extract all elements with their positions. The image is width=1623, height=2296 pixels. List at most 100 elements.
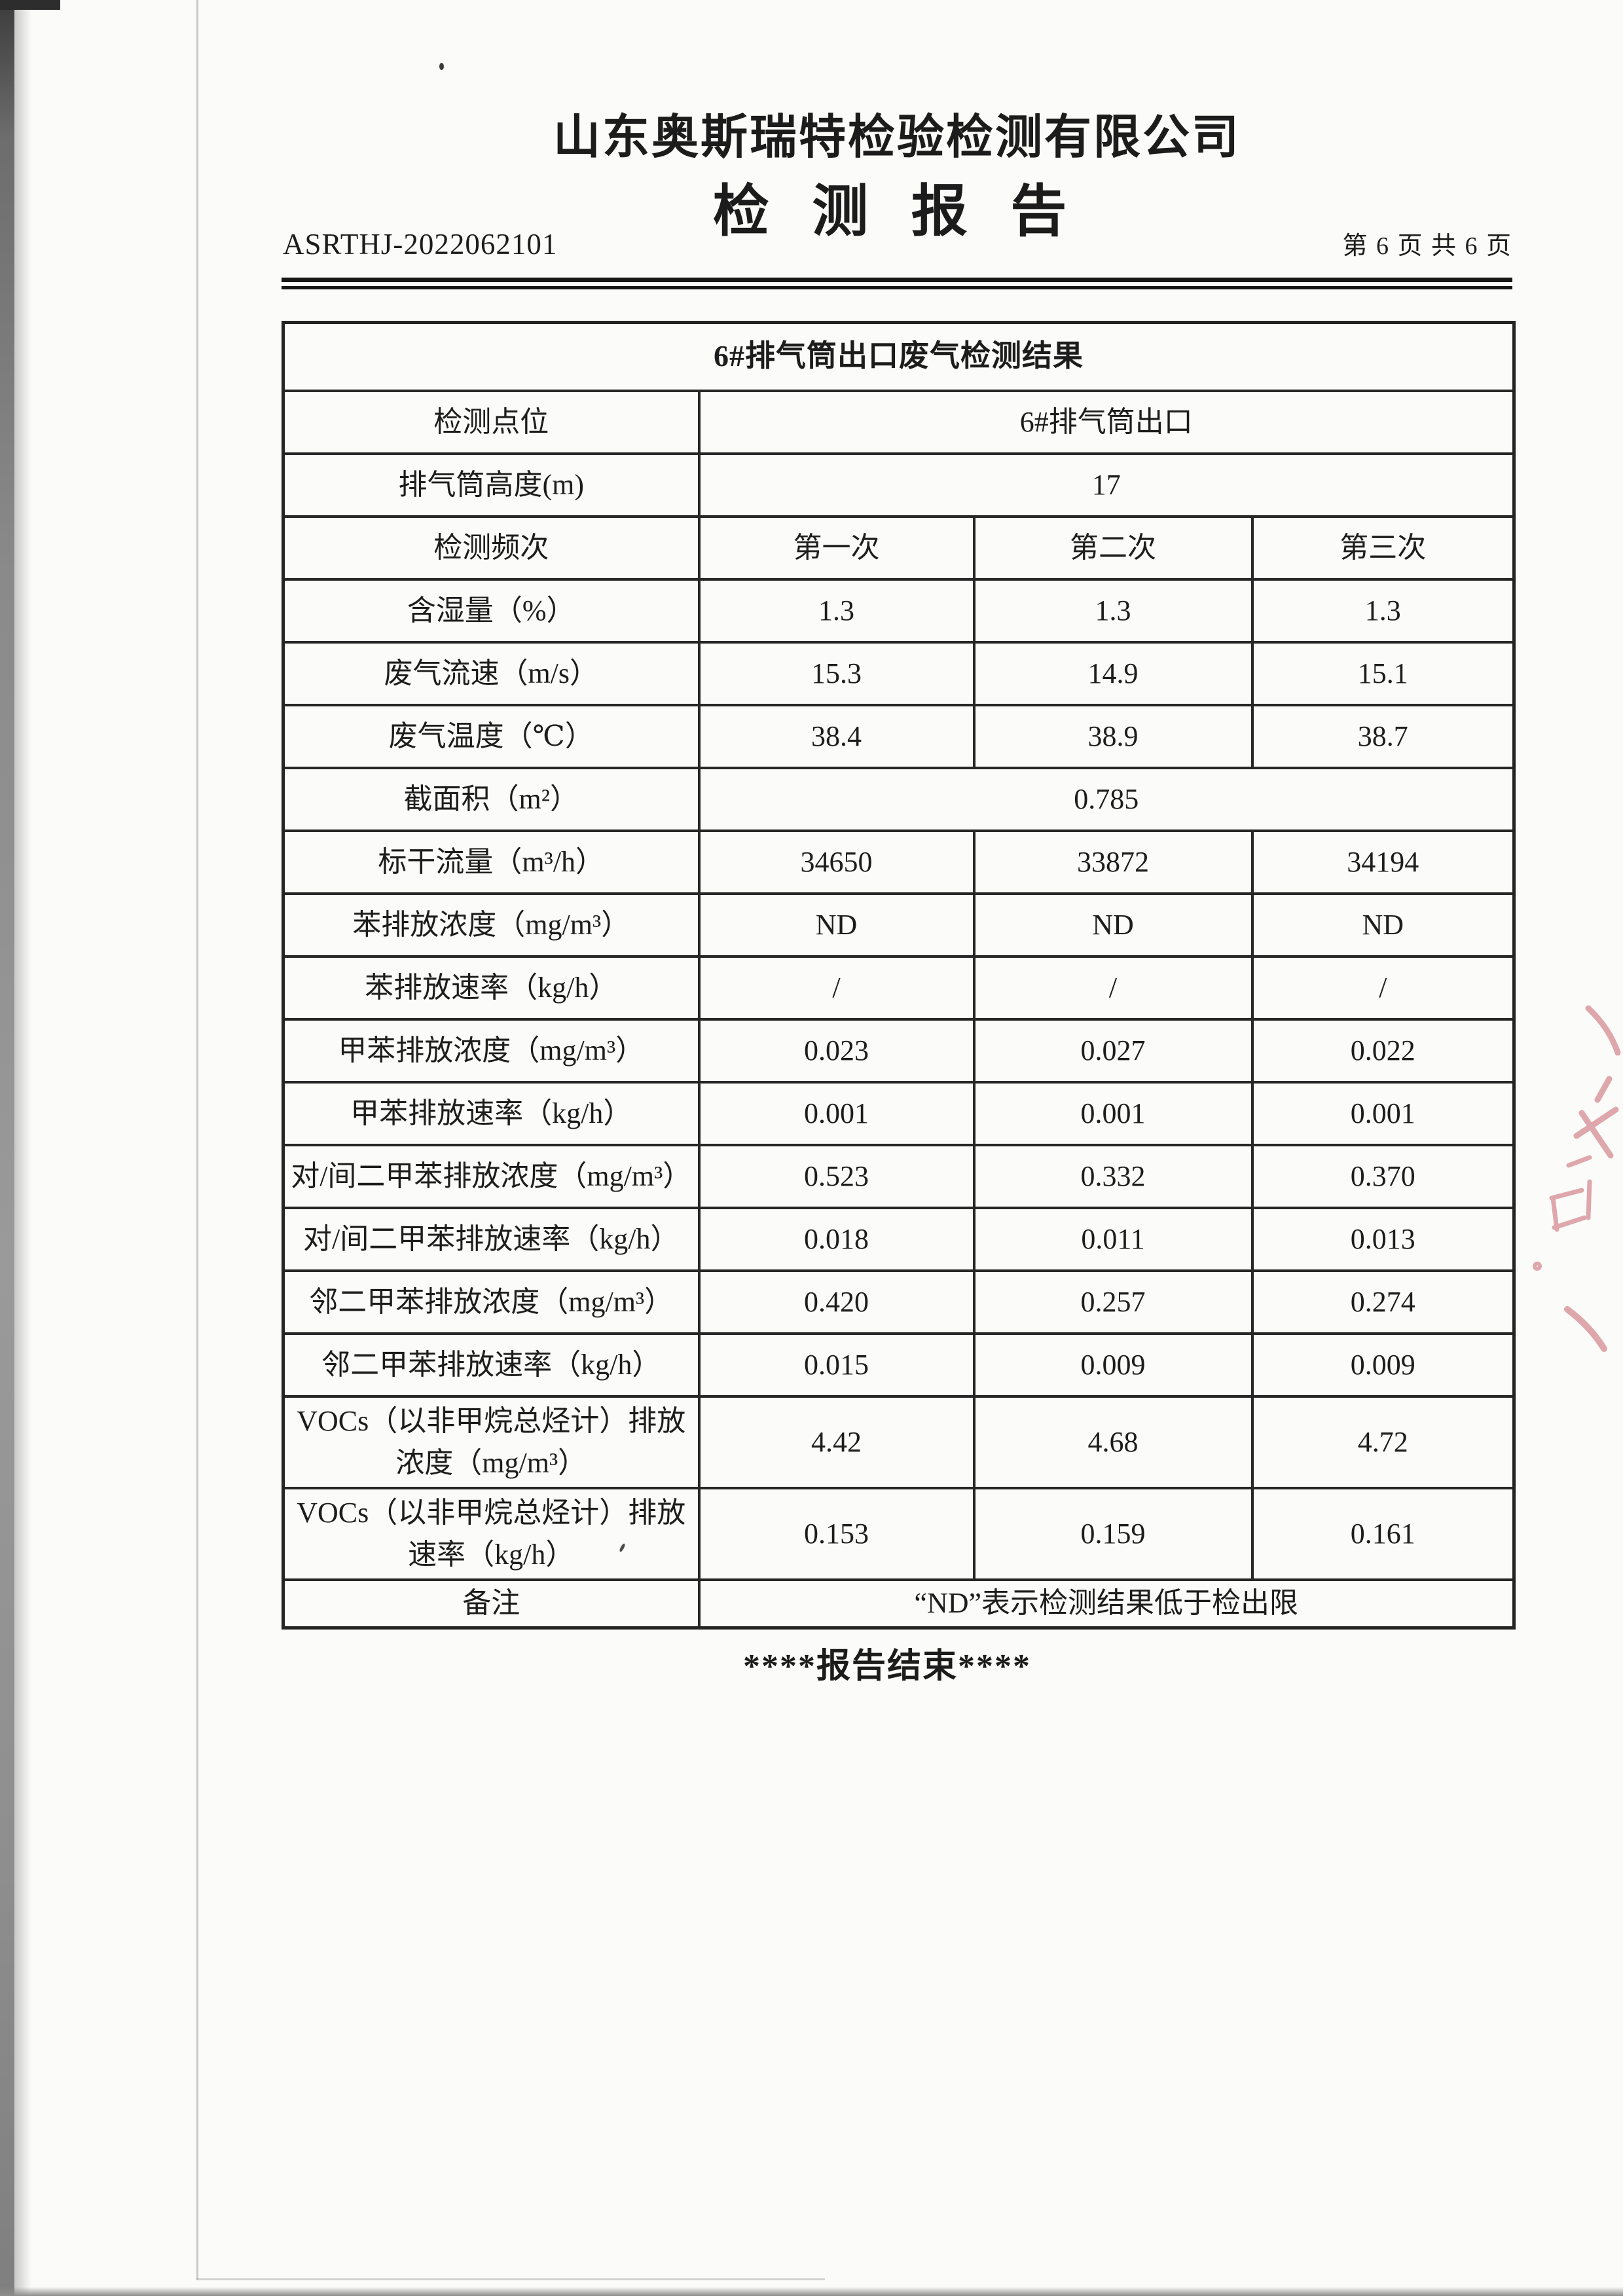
cell-value: ND (1250, 892, 1516, 958)
row-label: 检测频次 (282, 515, 701, 581)
cell-value: 0.001 (1250, 1080, 1516, 1146)
cell-value: 4.72 (1250, 1394, 1516, 1489)
cell-value: 0.153 (697, 1486, 976, 1581)
table-row-gas-temperature: 废气温度（℃） 38.4 38.9 38.7 (282, 703, 1516, 769)
table-row-stack-height: 排气筒高度(m) 17 (282, 452, 1516, 518)
table-row-frequency: 检测频次 第一次 第二次 第三次 (282, 515, 1516, 581)
cell-value: 0.018 (697, 1206, 976, 1272)
cell-value: 15.3 (697, 640, 976, 706)
cell-value: 0.420 (697, 1269, 976, 1335)
row-label: 对/间二甲苯排放浓度（mg/m³） (282, 1143, 701, 1209)
company-name: 山东奥斯瑞特检验检测有限公司 (553, 111, 1241, 164)
cell-value: 0.332 (972, 1143, 1254, 1209)
cell-value: 15.1 (1250, 640, 1516, 706)
cell-value: ND (697, 892, 976, 958)
cell-value: 17 (697, 452, 1516, 518)
report-title: 检 测 报 告 (712, 180, 1082, 243)
cell-value: 38.4 (697, 703, 976, 769)
cell-value: 0.013 (1250, 1206, 1516, 1272)
cell-value: 0.022 (1250, 1017, 1516, 1084)
table-row-o-xylene-conc: 邻二甲苯排放浓度（mg/m³） 0.420 0.257 0.274 (282, 1269, 1516, 1335)
cell-value: 38.7 (1250, 703, 1516, 769)
cell-value: 1.3 (972, 577, 1254, 644)
page-fold-bottom-line (196, 2278, 825, 2280)
table-row-cross-section: 截面积（m²） 0.785 (282, 766, 1516, 832)
scan-speck (439, 63, 444, 70)
table-row-vocs-conc: VOCs（以非甲烷总烃计）排放浓度（mg/m³） 4.42 4.68 4.72 (282, 1394, 1516, 1489)
cell-value: “ND”表示检测结果低于检出限 (697, 1578, 1516, 1630)
row-label: 邻二甲苯排放浓度（mg/m³） (282, 1269, 701, 1335)
cell-value: 0.009 (1250, 1332, 1516, 1398)
table-row-dry-flow: 标干流量（m³/h） 34650 33872 34194 (282, 829, 1516, 895)
cell-value: 0.027 (972, 1017, 1254, 1084)
row-label: 检测点位 (282, 389, 701, 455)
row-label: 含湿量（%） (282, 577, 701, 644)
row-label: 标干流量（m³/h） (282, 829, 701, 895)
cell-value: 0.161 (1250, 1486, 1516, 1581)
table-title-row: 6#排气筒出口废气检测结果 (282, 321, 1516, 392)
cell-value: 0.001 (697, 1080, 976, 1146)
table-row-o-xylene-rate: 邻二甲苯排放速率（kg/h） 0.015 0.009 0.009 (282, 1332, 1516, 1398)
cell-value: 14.9 (972, 640, 1254, 706)
row-label: 备注 (282, 1578, 701, 1630)
cell-value: 0.274 (1250, 1269, 1516, 1335)
cell-value: / (1250, 955, 1516, 1021)
cell-value: ND (972, 892, 1254, 958)
report-number: ASRTHJ-2022062101 (283, 228, 558, 261)
row-label: 苯排放速率（kg/h） (282, 955, 701, 1021)
cell-value: 0.011 (972, 1206, 1254, 1272)
table-row-pm-xylene-conc: 对/间二甲苯排放浓度（mg/m³） 0.523 0.332 0.370 (282, 1143, 1516, 1209)
cell-value: 0.159 (972, 1486, 1254, 1581)
cell-value: 34650 (697, 829, 976, 895)
cell-value: / (972, 955, 1254, 1021)
cell-value: 0.370 (1250, 1143, 1516, 1209)
row-label: VOCs（以非甲烷总烃计）排放速率（kg/h） (282, 1486, 701, 1581)
table-row-vocs-rate: VOCs（以非甲烷总烃计）排放速率（kg/h） 0.153 0.159 0.16… (282, 1486, 1516, 1581)
results-table: 6#排气筒出口废气检测结果 检测点位 6#排气筒出口 排气筒高度(m) 17 检… (282, 321, 1516, 1630)
table-row-pm-xylene-rate: 对/间二甲苯排放速率（kg/h） 0.018 0.011 0.013 (282, 1206, 1516, 1272)
cell-value: 第二次 (972, 515, 1254, 581)
cell-value: 0.009 (972, 1332, 1254, 1398)
cell-value: 0.001 (972, 1080, 1254, 1146)
cell-value: 4.68 (972, 1394, 1254, 1489)
cell-value: 33872 (972, 829, 1254, 895)
row-label: 废气流速（m/s） (282, 640, 701, 706)
row-label: 甲苯排放浓度（mg/m³） (282, 1017, 701, 1084)
header-meta-row: ASRTHJ-2022062101 第 6 页 共 6 页 (283, 225, 1512, 261)
page-fold-line (196, 0, 198, 2280)
cell-value: 1.3 (1250, 577, 1516, 644)
scan-edge-left (0, 0, 14, 2296)
cell-value: 34194 (1250, 829, 1516, 895)
stamp-fragment (1533, 1005, 1621, 1352)
row-label: VOCs（以非甲烷总烃计）排放浓度（mg/m³） (282, 1394, 701, 1489)
row-label: 苯排放浓度（mg/m³） (282, 892, 701, 958)
cell-value: 0.257 (972, 1269, 1254, 1335)
cell-value: 1.3 (697, 577, 976, 644)
row-label: 截面积（m²） (282, 766, 701, 832)
table-title: 6#排气筒出口废气检测结果 (282, 321, 1516, 392)
row-label: 甲苯排放速率（kg/h） (282, 1080, 701, 1146)
table-row-benzene-conc: 苯排放浓度（mg/m³） ND ND ND (282, 892, 1516, 958)
header-double-rule (282, 278, 1512, 289)
table-row-moisture: 含湿量（%） 1.3 1.3 1.3 (282, 577, 1516, 644)
row-label: 排气筒高度(m) (282, 452, 701, 518)
scan-edge-left-shadow (14, 0, 31, 2296)
cell-value: 0.785 (697, 766, 1516, 832)
row-label: 废气温度（℃） (282, 703, 701, 769)
table-row-monitor-point: 检测点位 6#排气筒出口 (282, 389, 1516, 455)
scan-topleft-mark (0, 0, 60, 10)
cell-value: / (697, 955, 976, 1021)
page-indicator: 第 6 页 共 6 页 (1342, 232, 1512, 260)
row-label: 邻二甲苯排放速率（kg/h） (282, 1332, 701, 1398)
cell-value: 0.023 (697, 1017, 976, 1084)
cell-value: 第一次 (697, 515, 976, 581)
row-label: 对/间二甲苯排放速率（kg/h） (282, 1206, 701, 1272)
table-row-toluene-rate: 甲苯排放速率（kg/h） 0.001 0.001 0.001 (282, 1080, 1516, 1146)
cell-value: 4.42 (697, 1394, 976, 1489)
scan-edge-bottom (0, 2287, 1623, 2296)
table-row-gas-velocity: 废气流速（m/s） 15.3 14.9 15.1 (282, 640, 1516, 706)
table-row-remark: 备注 “ND”表示检测结果低于检出限 (282, 1578, 1516, 1630)
table-row-toluene-conc: 甲苯排放浓度（mg/m³） 0.023 0.027 0.022 (282, 1017, 1516, 1084)
cell-value: 0.015 (697, 1332, 976, 1398)
